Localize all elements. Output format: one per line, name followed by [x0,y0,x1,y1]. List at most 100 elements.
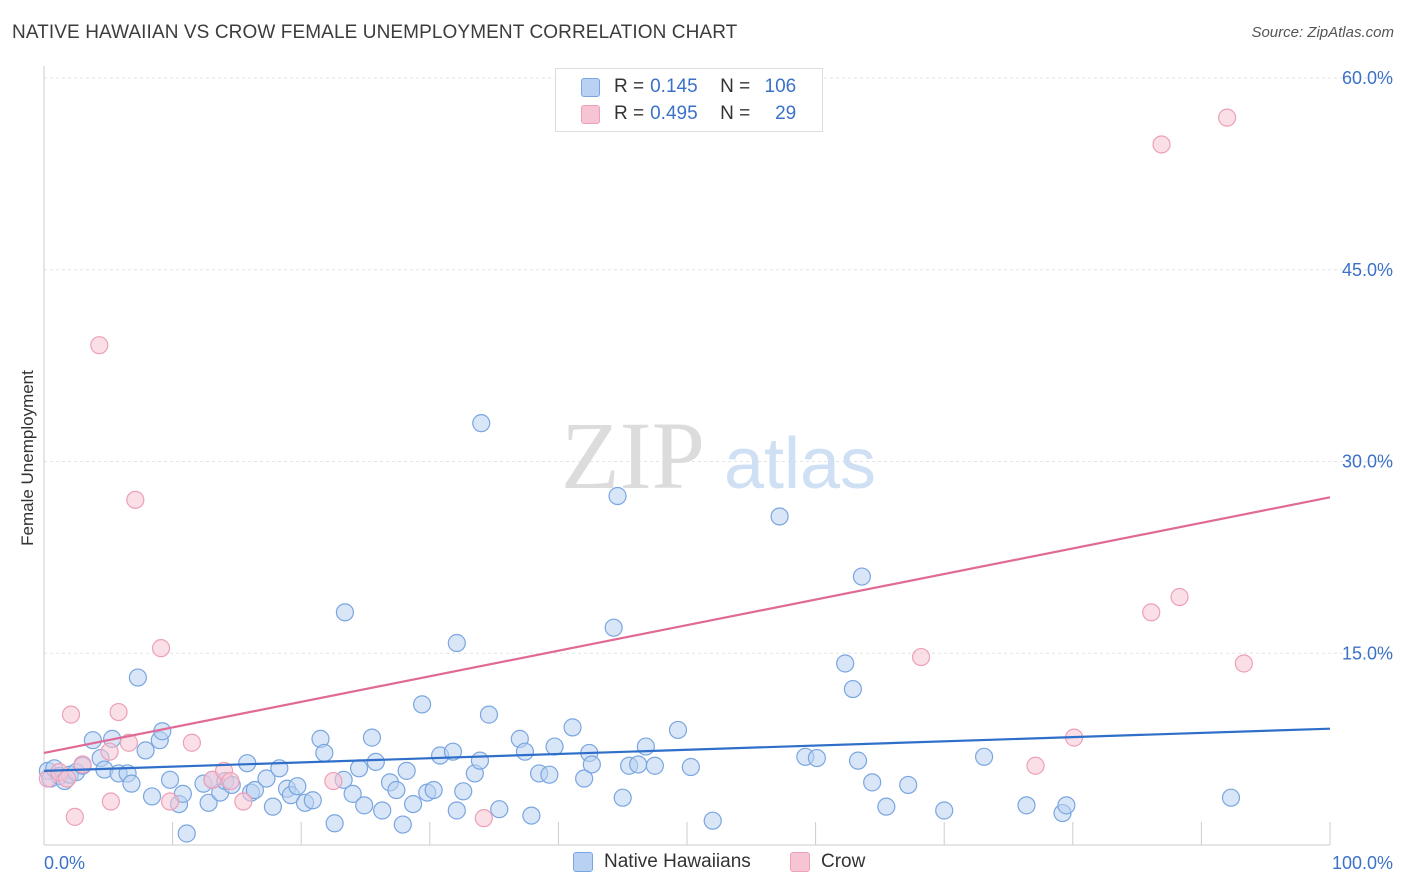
pink-swatch-icon [790,852,810,872]
crow-point [109,702,128,722]
axes [43,66,1331,846]
native-hawaiian-point [540,765,559,784]
pink-swatch-icon [581,104,600,124]
legend-r-label: R = [614,103,645,124]
y-tick-label: 45.0% [1342,260,1393,280]
trend-lines [43,496,1331,772]
native-hawaiian-point [836,654,855,673]
native-hawaiian-point [315,743,334,763]
native-hawaiian-point [770,507,789,526]
x-tick-label: 0.0% [44,853,85,873]
legend-r-value: 0.495 [650,103,698,124]
crow-point [1218,108,1237,127]
native-hawaiian-point [877,797,896,816]
native-hawaiian-point [288,777,307,796]
crow-point [1152,135,1171,154]
correlation-legend: R = 0.145 N = 106 R = 0.495 N = 29 [555,68,823,132]
native-hawaiian-point [843,679,862,699]
native-hawaiian-point [470,751,490,770]
legend-n-label: N = [720,103,751,124]
x-tick-label: 100.0% [1332,853,1393,873]
native-hawaiian-point [362,728,382,747]
native-hawaiian-point [393,815,412,834]
watermark: ZIP atlas [561,402,876,509]
native-hawaiian-point [349,759,369,778]
native-hawaiian-point [373,801,392,820]
native-hawaiian-point [447,633,466,653]
y-tick-label: 60.0% [1342,68,1393,88]
native-hawaiian-point [582,755,601,774]
crow-point [58,769,77,788]
native-hawaiian-point [447,801,466,820]
native-hawaiian-point [852,567,871,586]
native-hawaiian-point [443,742,463,761]
y-tick-label: 15.0% [1342,643,1393,663]
native-hawaiian-point [412,695,432,714]
native-hawaiian-point [545,737,564,756]
crow-point [119,733,138,752]
legend-native-hawaiians-label: Native Hawaiians [604,851,751,872]
native-hawaiian-point [472,414,491,433]
y-tick-label: 30.0% [1342,452,1393,472]
crow-point [911,647,931,667]
crow-point [221,771,240,791]
native-hawaiian-point [668,720,688,740]
native-hawaiian-point [807,748,826,768]
crow-point [1170,587,1189,607]
crow-point [182,733,201,752]
native-hawaiian-point [479,705,499,724]
native-hawaiian-point [122,774,141,793]
native-hawaiian-point [142,787,162,806]
legend-r-value: 0.145 [650,76,698,97]
native-hawaiian-point [1017,796,1036,815]
crow-point [324,771,343,791]
native-hawaiian-point [355,796,374,815]
native-hawaiian-point [575,769,594,788]
native-hawaiian-point [257,769,276,788]
legend-n-value: 29 [775,103,797,124]
crow-point [126,490,145,509]
native-hawaiian-point [245,780,265,800]
native-hawaiian-point [863,773,882,792]
tick-labels: 15.0% 30.0% 45.0% 60.0% 0.0% 100.0% [44,68,1393,873]
native-hawaiian-point [177,824,196,843]
native-hawaiian-point [343,784,362,803]
gridlines [44,77,1392,654]
native-hawaiian-point [325,814,344,833]
native-hawaiian-point [613,788,632,807]
native-hawaiian-point [366,752,385,772]
crow-point [90,336,109,355]
native-hawaiian-point [1221,788,1241,807]
legend-n-value: 106 [764,76,797,97]
legend-row-crow: R = 0.495 N = 29 [581,101,796,127]
native-hawaiian-point [136,741,155,760]
native-hawaiian-point [160,770,180,789]
native-hawaiian-point [604,618,623,637]
native-hawaiian-point [397,761,416,780]
native-hawaiian-point [335,603,355,622]
blue-swatch-icon [573,852,593,872]
crow-point [160,792,180,811]
native-hawaiian-point [703,811,722,830]
native-hawaiian-point [522,806,541,825]
source-label: Source: ZipAtlas.com [1251,24,1394,41]
legend-row-native-hawaiians: R = 0.145 N = 106 [581,74,796,100]
native-hawaiian-point [454,782,473,801]
legend-crow-label: Crow [821,851,866,872]
native-hawaiian-point [645,756,664,775]
blue-swatch-icon [581,77,600,97]
legend-crow: Crow [790,851,865,873]
native-hawaiian-trend-line [43,727,1331,772]
crow-point [234,792,253,811]
watermark-atlas: atlas [724,424,876,504]
native-hawaiian-point [899,775,918,795]
native-hawaiian-point [387,780,406,800]
crow-point [65,807,84,826]
native-hawaiian-point [563,718,582,737]
native-hawaiian-point [263,797,283,816]
legend-native-hawaiians: Native Hawaiians [573,851,751,873]
native-hawaiian-point [515,742,535,761]
crow-trend-line [43,496,1331,755]
native-hawaiian-point [935,801,954,820]
